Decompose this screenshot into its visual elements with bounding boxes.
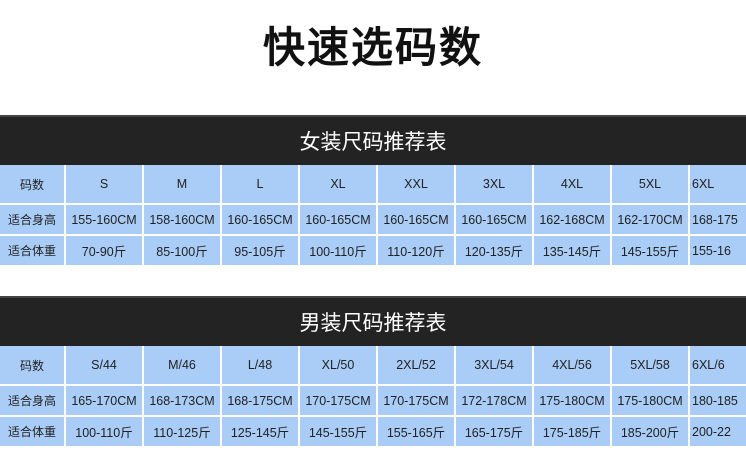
row-label: 适合体重 (0, 236, 66, 267)
table-cell: 180-185 (690, 386, 746, 417)
table-row: 适合身高 165-170CM 168-173CM 168-175CM 170-175CM… (0, 386, 746, 417)
table-cell: 158-160CM (144, 205, 222, 236)
row-label: 适合身高 (0, 386, 66, 417)
table-cell: 70-90斤 (66, 236, 144, 267)
table-cell: 85-100斤 (144, 236, 222, 267)
table-cell: 175-185斤 (534, 417, 612, 448)
table-cell: 100-110斤 (300, 236, 378, 267)
table-cell: S/44 (66, 346, 144, 386)
women-size-table: 女装尺码推荐表 码数 S M L XL XXL 3XL 4XL 5XL 6XL 适合身高 155-16… (0, 115, 746, 267)
table-row: 适合身高 155-160CM 158-160CM 160-165CM 160-165CM… (0, 205, 746, 236)
table-row: 码数 S M L XL XXL 3XL 4XL 5XL 6XL (0, 165, 746, 205)
table-cell: 172-178CM (456, 386, 534, 417)
table-cell: M/46 (144, 346, 222, 386)
table-cell: 6XL/6 (690, 346, 746, 386)
table-cell: 170-175CM (300, 386, 378, 417)
table-cell: XL/50 (300, 346, 378, 386)
table-cell: 168-175CM (222, 386, 300, 417)
table-cell: 160-165CM (378, 205, 456, 236)
row-label: 码数 (0, 165, 66, 205)
row-label: 适合身高 (0, 205, 66, 236)
table-cell: 185-200斤 (612, 417, 690, 448)
table-cell: L/48 (222, 346, 300, 386)
table-cell: 120-135斤 (456, 236, 534, 267)
table-cell: 3XL (456, 165, 534, 205)
row-label: 码数 (0, 346, 66, 386)
page-title: 快速选码数 (262, 23, 483, 72)
table-cell: 3XL/54 (456, 346, 534, 386)
table-cell: 145-155斤 (300, 417, 378, 448)
table-cell: 110-125斤 (144, 417, 222, 448)
table-cell: 168-173CM (144, 386, 222, 417)
table-cell: 125-145斤 (222, 417, 300, 448)
table-cell: 165-170CM (66, 386, 144, 417)
table-cell: 160-165CM (222, 205, 300, 236)
table-cell: 160-165CM (456, 205, 534, 236)
table-cell: 135-145斤 (534, 236, 612, 267)
table-cell: 155-165斤 (378, 417, 456, 448)
table-cell: 162-168CM (534, 205, 612, 236)
table-row: 适合体重 70-90斤 85-100斤 95-105斤 100-110斤 110-120斤… (0, 236, 746, 267)
table-cell: 5XL/58 (612, 346, 690, 386)
row-label: 适合体重 (0, 417, 66, 448)
table-cell: 145-155斤 (612, 236, 690, 267)
table-cell: M (144, 165, 222, 205)
table-cell: 168-175 (690, 205, 746, 236)
table-cell: 4XL (534, 165, 612, 205)
men-table-heading: 男装尺码推荐表 (0, 296, 746, 346)
table-cell: 155-160CM (66, 205, 144, 236)
table-cell: 100-110斤 (66, 417, 144, 448)
table-cell: 4XL/56 (534, 346, 612, 386)
men-size-table: 男装尺码推荐表 码数 S/44 M/46 L/48 XL/50 2XL/52 3XL/54 4… (0, 296, 746, 448)
table-cell: 155-16 (690, 236, 746, 267)
table-cell: 2XL/52 (378, 346, 456, 386)
table-cell: 5XL (612, 165, 690, 205)
women-table-heading: 女装尺码推荐表 (0, 115, 746, 165)
table-cell: 162-170CM (612, 205, 690, 236)
table-cell: L (222, 165, 300, 205)
table-cell: 95-105斤 (222, 236, 300, 267)
table-cell: XXL (378, 165, 456, 205)
table-cell: 175-180CM (534, 386, 612, 417)
table-cell: 165-175斤 (456, 417, 534, 448)
table-cell: XL (300, 165, 378, 205)
table-cell: 170-175CM (378, 386, 456, 417)
table-cell: 200-22 (690, 417, 746, 448)
table-cell: 110-120斤 (378, 236, 456, 267)
table-cell: 175-180CM (612, 386, 690, 417)
table-row: 码数 S/44 M/46 L/48 XL/50 2XL/52 3XL/54 4XL/56 5XL… (0, 346, 746, 386)
table-cell: 160-165CM (300, 205, 378, 236)
table-row: 适合体重 100-110斤 110-125斤 125-145斤 145-155斤 155-… (0, 417, 746, 448)
table-cell: 6XL (690, 165, 746, 205)
table-cell: S (66, 165, 144, 205)
